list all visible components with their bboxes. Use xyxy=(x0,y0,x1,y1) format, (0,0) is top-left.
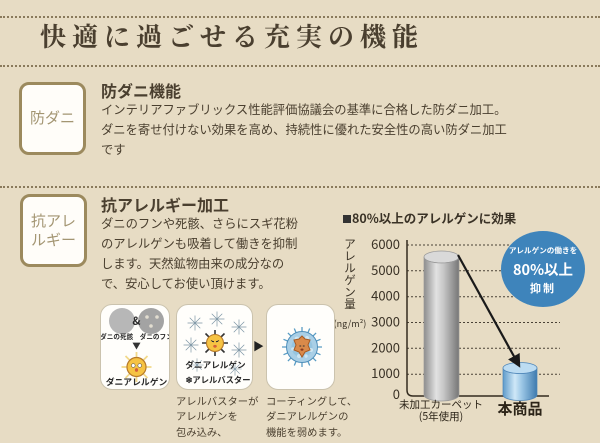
svg-text:❄アレルバスター: ❄アレルバスター xyxy=(185,374,250,386)
svg-text:4000: 4000 xyxy=(371,286,400,305)
svg-text:&: & xyxy=(132,313,140,329)
svg-text:本商品: 本商品 xyxy=(497,398,542,419)
svg-text:1000: 1000 xyxy=(371,363,400,382)
svg-text:80%以上: 80%以上 xyxy=(513,259,573,280)
svg-text:量: 量 xyxy=(344,296,356,312)
svg-text:5000: 5000 xyxy=(371,260,400,279)
svg-text:(ng/m²): (ng/m²) xyxy=(334,317,367,330)
svg-text:アレルゲンの働きを: アレルゲンの働きを xyxy=(509,245,577,256)
svg-text:(5年使用): (5年使用) xyxy=(419,409,463,424)
svg-text:ダニアレルゲン: ダニアレルゲン xyxy=(106,375,168,388)
svg-text:▼: ▼ xyxy=(132,340,141,352)
svg-text:抑制: 抑制 xyxy=(530,280,556,296)
svg-text:2000: 2000 xyxy=(371,337,400,356)
svg-text:6000: 6000 xyxy=(371,234,400,253)
svg-text:ダニアレルゲン: ダニアレルゲン xyxy=(185,359,246,371)
svg-text:3000: 3000 xyxy=(371,312,400,331)
